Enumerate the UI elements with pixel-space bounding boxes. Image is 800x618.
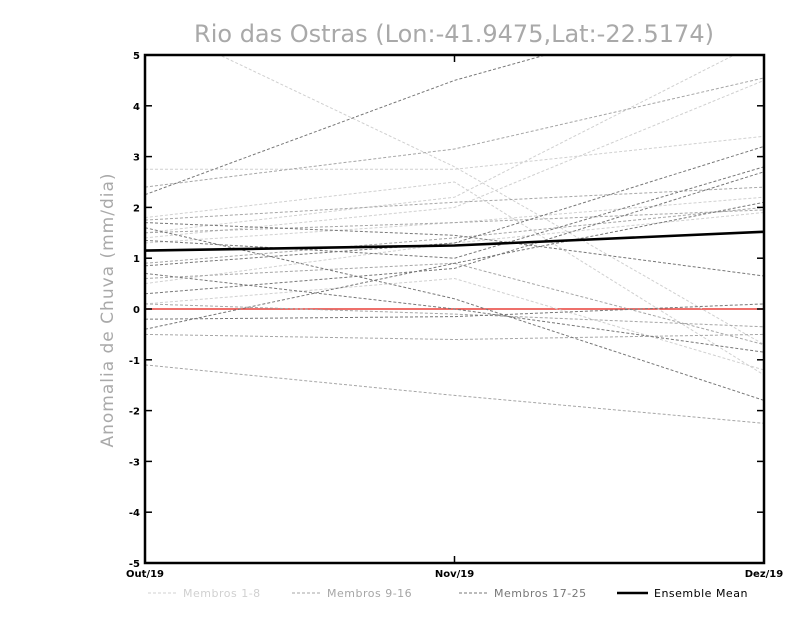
- y-axis: -5 -4 -3 -2 -1 0 1 2 3 4 5: [129, 51, 764, 570]
- legend: Membros 1-8 Membros 9-16 Membros 17-25 E…: [148, 587, 748, 600]
- series-line-membros-17-25-6: [145, 201, 764, 330]
- legend-label-membros-17-25: Membros 17-25: [494, 587, 587, 600]
- y-tick-label: -3: [129, 457, 140, 468]
- x-tick-label: Nov/19: [435, 569, 474, 580]
- series-line-membros-1-8-7: [145, 277, 764, 371]
- y-tick-label: 2: [133, 203, 140, 214]
- series-line-membros-9-16-5: [145, 303, 764, 328]
- series-line-membros-17-25-8: [145, 272, 764, 353]
- legend-item-ensemble-mean: Ensemble Mean: [617, 587, 748, 600]
- series-line-membros-17-25-5: [145, 171, 764, 295]
- y-tick-label: 0: [133, 305, 140, 316]
- x-tick-label: Out/19: [126, 569, 164, 580]
- series-line-membros-1-8-4: [145, 196, 764, 244]
- series-line-membros-9-16-6: [145, 333, 764, 341]
- y-tick-label: -5: [129, 559, 140, 570]
- series-line-membros-17-25-4: [145, 145, 764, 267]
- series-layer: [145, 55, 764, 424]
- y-tick-label: -2: [129, 407, 140, 418]
- series-line-membros-9-16-4: [145, 206, 764, 264]
- series-line-membros-1-8-5: [145, 181, 764, 376]
- chart-title: Rio das Ostras (Lon:-41.9475,Lat:-22.517…: [194, 20, 714, 48]
- legend-item-membros-9-16: Membros 9-16: [292, 587, 412, 600]
- series-line-membros-17-25-9: [145, 227, 764, 401]
- y-tick-label: 5: [133, 51, 140, 62]
- y-axis-label: Anomalia de Chuva (mm/dia): [98, 172, 118, 447]
- legend-item-membros-1-8: Membros 1-8: [148, 587, 261, 600]
- legend-label-membros-1-8: Membros 1-8: [183, 587, 261, 600]
- series-line-membros-1-8-8: [145, 79, 764, 239]
- y-tick-label: -1: [129, 356, 140, 367]
- series-line-membros-9-16-7: [145, 364, 764, 424]
- series-line-membros-1-8-2: [145, 135, 764, 170]
- legend-item-membros-17-25: Membros 17-25: [459, 587, 587, 600]
- series-line-membros-1-8-3: [145, 55, 736, 234]
- series-line-membros-1-8-1: [218, 55, 764, 346]
- y-tick-label: 1: [133, 254, 140, 265]
- y-tick-label: -4: [129, 508, 140, 519]
- legend-label-ensemble-mean: Ensemble Mean: [654, 587, 748, 600]
- legend-label-membros-9-16: Membros 9-16: [327, 587, 412, 600]
- series-line-membros-17-25-3: [145, 166, 764, 259]
- y-tick-label: 4: [133, 102, 140, 113]
- ensemble-mean-layer: [145, 230, 764, 252]
- series-line-membros-9-16-8: [145, 262, 764, 346]
- series-line-membros-17-25-7: [145, 303, 764, 320]
- series-line-membros-9-16-2: [145, 186, 764, 221]
- y-tick-label: 3: [133, 153, 140, 164]
- ensemble-mean-line: [145, 230, 764, 252]
- series-line-membros-17-25-2: [145, 222, 764, 277]
- x-tick-label: Dez/19: [745, 569, 784, 580]
- x-axis: Out/19 Nov/19 Dez/19: [126, 55, 783, 580]
- series-line-membros-9-16-1: [145, 77, 764, 188]
- series-line-membros-9-16-3: [145, 209, 764, 234]
